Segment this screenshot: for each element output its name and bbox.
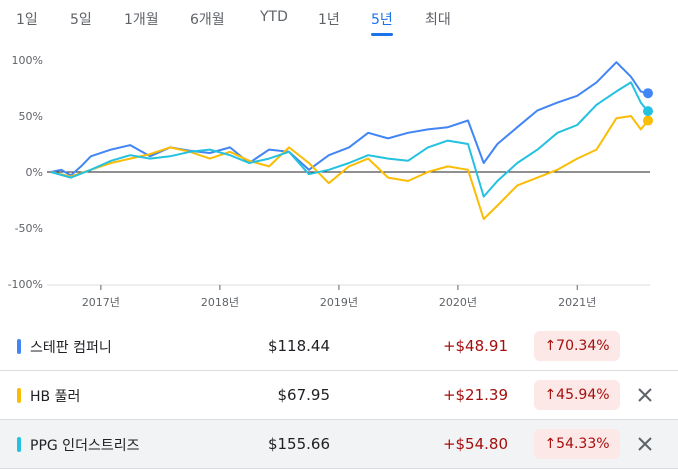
tab-1d[interactable]: 1일 <box>16 12 38 28</box>
percent-change-value: 45.94% <box>556 387 610 403</box>
percent-change-badge: ↑54.33% <box>534 429 620 459</box>
close-icon[interactable] <box>633 383 657 407</box>
security-change: +$21.39 <box>442 386 508 404</box>
range-tabs: 1일 5일 1개월 6개월 YTD 1년 5년 최대 <box>0 0 678 36</box>
y-tick-label-minus-100: -100% <box>8 278 43 291</box>
security-change: +$48.91 <box>442 337 508 355</box>
series-color-swatch <box>17 437 21 452</box>
percent-change-badge: ↑70.34% <box>534 331 620 361</box>
percent-change-value: 70.34% <box>556 338 610 354</box>
comparison-line-chart: 100% 50% 0% -50% -100% 2017년 2018년 2019년 20… <box>8 54 653 309</box>
series-color-swatch <box>17 339 21 354</box>
arrow-up-icon: ↑ <box>544 387 557 403</box>
security-name: HB 풀러 <box>30 389 81 405</box>
tab-ytd[interactable]: YTD <box>260 9 288 25</box>
security-price: $118.44 <box>267 337 330 355</box>
table-row[interactable]: 스테판 컴퍼니 $118.44 +$48.91 ↑70.34% <box>0 322 678 371</box>
security-name: PPG 인더스트리즈 <box>30 438 140 454</box>
series-end-point-1 <box>643 115 653 126</box>
series-color-swatch <box>17 388 21 403</box>
tab-6m[interactable]: 6개월 <box>190 12 225 28</box>
security-price: $67.95 <box>277 386 331 404</box>
tab-5d[interactable]: 5일 <box>70 12 92 28</box>
series-end-point-2 <box>643 106 653 117</box>
x-tick-label: 2020년 <box>439 296 477 309</box>
table-row[interactable]: PPG 인더스트리즈 $155.66 +$54.80 ↑54.33% <box>0 420 678 469</box>
security-name: 스테판 컴퍼니 <box>30 340 112 356</box>
x-tick-label: 2021년 <box>558 296 596 309</box>
security-change: +$54.80 <box>442 435 508 453</box>
arrow-up-icon: ↑ <box>544 338 557 354</box>
y-tick-label-100: 100% <box>12 54 43 67</box>
arrow-up-icon: ↑ <box>544 436 557 452</box>
percent-change-badge: ↑45.94% <box>534 380 620 410</box>
x-tick-label: 2019년 <box>320 296 358 309</box>
percent-change-value: 54.33% <box>556 436 610 452</box>
x-tick-label: 2018년 <box>201 296 239 309</box>
tab-1y[interactable]: 1년 <box>318 12 340 28</box>
series-line-2 <box>50 81 649 198</box>
series-line-0 <box>50 61 649 177</box>
active-tab-indicator <box>371 33 393 36</box>
x-tick-label: 2017년 <box>82 296 120 309</box>
y-tick-label-50: 50% <box>19 110 43 123</box>
y-tick-label-minus-50: -50% <box>15 222 43 235</box>
table-row[interactable]: HB 풀러 $67.95 +$21.39 ↑45.94% <box>0 371 678 420</box>
series-end-point-0 <box>643 88 653 99</box>
series-layer <box>50 61 653 220</box>
security-price: $155.66 <box>267 435 330 453</box>
x-axis-ticks: 2017년 2018년 2019년 2020년 2021년 <box>82 285 596 309</box>
series-line-1 <box>50 115 649 220</box>
close-icon[interactable] <box>633 432 657 456</box>
tab-max[interactable]: 최대 <box>425 12 451 28</box>
tab-5y-label: 5년 <box>371 12 393 28</box>
y-tick-label-0: 0% <box>26 166 43 179</box>
tab-5y[interactable]: 5년 <box>371 9 393 36</box>
y-axis-labels: 100% 50% 0% -50% -100% <box>8 54 43 291</box>
tab-1m[interactable]: 1개월 <box>124 12 159 28</box>
